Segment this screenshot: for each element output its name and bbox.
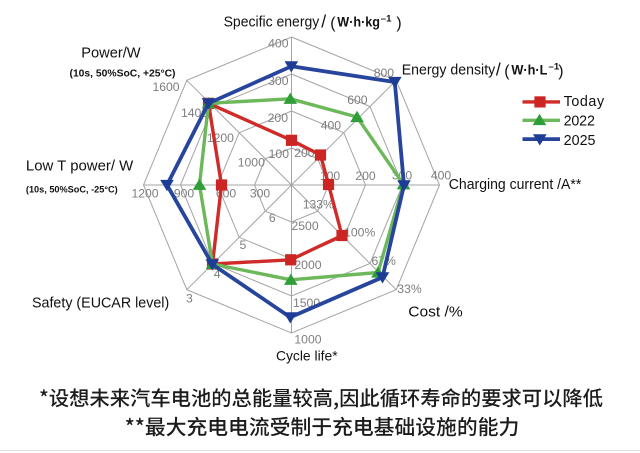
svg-text:2000: 2000	[294, 258, 321, 272]
svg-text:400: 400	[431, 168, 452, 182]
svg-text:6: 6	[269, 211, 276, 225]
svg-text:300: 300	[250, 187, 271, 201]
svg-text:2500: 2500	[292, 219, 319, 233]
svg-text:Cost /%: Cost /%	[408, 304, 462, 320]
svg-text:Specific energy: Specific energy	[224, 15, 320, 31]
svg-text:300: 300	[268, 74, 289, 88]
svg-text:200: 200	[268, 111, 289, 125]
svg-text:900: 900	[174, 187, 195, 201]
svg-text:5: 5	[240, 238, 247, 252]
svg-text:4: 4	[214, 267, 221, 281]
svg-text:): )	[558, 63, 563, 80]
svg-text:/: /	[321, 11, 326, 31]
svg-text:Energy density: Energy density	[402, 63, 496, 79]
svg-text:): )	[396, 15, 401, 32]
svg-text:Charging current /A**: Charging current /A**	[449, 177, 582, 193]
svg-text:1200: 1200	[207, 131, 234, 145]
svg-text:Today: Today	[564, 94, 605, 110]
svg-text:(: (	[504, 63, 510, 80]
svg-text:400: 400	[321, 118, 342, 132]
svg-text:67%: 67%	[371, 254, 396, 268]
svg-text:100%: 100%	[344, 226, 375, 240]
svg-text:200: 200	[355, 169, 376, 183]
svg-text:W·h·L: W·h·L	[511, 63, 547, 78]
svg-text:1000: 1000	[294, 332, 321, 346]
svg-text:Power/W: Power/W	[81, 46, 140, 62]
svg-text:Low T power/ W: Low T power/ W	[26, 159, 134, 175]
svg-text:3: 3	[186, 292, 193, 306]
svg-text:1600: 1600	[152, 80, 179, 94]
svg-text:–1: –1	[381, 14, 392, 25]
svg-text:100: 100	[269, 147, 290, 161]
svg-text:Safety (EUCAR level): Safety (EUCAR level)	[32, 296, 169, 312]
svg-text:1200: 1200	[131, 187, 158, 201]
svg-text:(10s, 50%SoC, +25°C): (10s, 50%SoC, +25°C)	[70, 69, 176, 80]
svg-text:800: 800	[374, 66, 395, 80]
svg-text:600: 600	[347, 93, 368, 107]
svg-text:400: 400	[268, 37, 289, 51]
svg-text:33%: 33%	[397, 282, 422, 296]
svg-text:1000: 1000	[238, 156, 265, 170]
svg-text:–1: –1	[549, 62, 560, 73]
svg-text:2022: 2022	[564, 114, 595, 130]
svg-text:/: /	[496, 59, 501, 79]
svg-text:133%: 133%	[303, 197, 334, 211]
svg-text:(: (	[330, 15, 336, 32]
svg-text:(10s, 50%SoC, -25°C): (10s, 50%SoC, -25°C)	[26, 184, 118, 195]
svg-text:W·h·kg: W·h·kg	[337, 15, 380, 30]
svg-text:Cycle life*: Cycle life*	[276, 348, 338, 364]
svg-text:2025: 2025	[564, 133, 596, 149]
